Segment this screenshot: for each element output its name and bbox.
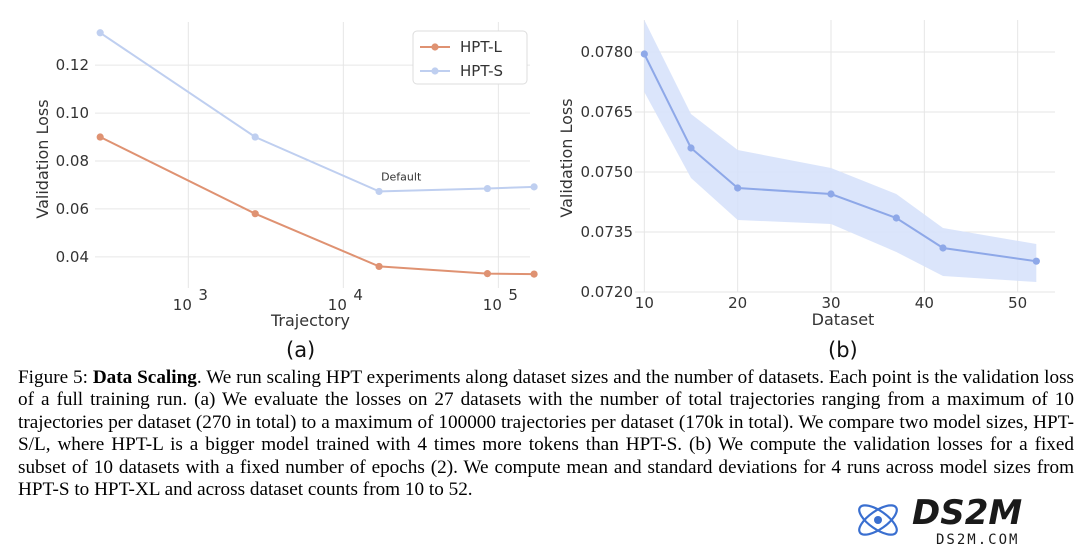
caption-text: . We run scaling HPT experiments along d… (18, 367, 1074, 501)
panel-label-a: (a) (286, 338, 316, 362)
x-tick-label: 20 (728, 294, 747, 312)
caption-label: Figure 5: (18, 367, 88, 388)
panel-label-b: (b) (828, 338, 858, 362)
x-axis-label: Dataset (812, 310, 875, 329)
legend: HPT-L HPT-S (412, 30, 528, 85)
x-tick-label: 30 (821, 294, 840, 312)
y-tick-label: 0.04 (56, 248, 89, 266)
data-point (251, 210, 259, 218)
x-tick-exponent: 4 (353, 286, 363, 304)
data-point (734, 184, 742, 192)
x-tick-exponent: 5 (508, 286, 518, 304)
watermark-logo: DS2M DS2M.COM (858, 493, 1022, 548)
data-point (483, 184, 492, 193)
legend-marker (431, 43, 439, 51)
y-axis-label: Validation Loss (33, 99, 52, 218)
x-tick-label: 10 (635, 294, 654, 312)
x-tick-label: 10 (328, 296, 347, 314)
data-point (483, 270, 492, 278)
x-tick-label: 40 (915, 294, 934, 312)
annotation-default: Default (381, 170, 422, 183)
series-line-hpt-l (99, 136, 535, 276)
y-tick-label: 0.10 (56, 104, 89, 122)
legend-entry: HPT-L (460, 38, 503, 56)
watermark-text: DS2M (912, 493, 1022, 533)
y-tick-label: 0.06 (56, 200, 89, 218)
data-point (640, 50, 648, 58)
data-point (375, 262, 383, 271)
legend-entry: HPT-S (460, 62, 503, 80)
data-point (687, 144, 695, 152)
y-tick-label: 0.08 (56, 152, 89, 170)
data-point (939, 244, 947, 252)
chart-b: 10 20 30 40 50 0.0720 0.0735 0.0750 0.0765 0.0780… (557, 20, 1055, 329)
std-band (644, 20, 1037, 282)
y-tick-label: 0.12 (56, 56, 89, 74)
x-tick-exponent: 3 (198, 286, 208, 304)
data-point (375, 187, 383, 196)
data-point (530, 270, 538, 278)
figure: 10 3 10 4 10 5 0.04 0.06 0.08 0.10 0.12 Default Traj… (33, 20, 1055, 330)
data-point (827, 190, 835, 198)
data-point (892, 214, 900, 222)
y-tick-label: 0.0750 (581, 163, 634, 181)
caption-title: Data Scaling (92, 367, 197, 388)
data-point (96, 29, 104, 37)
x-tick-label: 10 (483, 296, 502, 314)
y-tick-label: 0.0765 (581, 103, 634, 121)
atom-icon (858, 504, 898, 536)
data-point (96, 133, 104, 141)
y-tick-label: 0.0735 (581, 223, 634, 241)
series-line (643, 53, 1037, 263)
x-axis-label: Trajectory (270, 311, 350, 330)
figure-caption: Figure 5: Data Scaling. We run scaling H… (18, 367, 1074, 501)
data-point (251, 133, 259, 141)
y-tick-label: 0.0780 (581, 43, 634, 61)
watermark-sub: DS2M.COM (936, 532, 1019, 548)
data-point (530, 183, 538, 191)
x-tick-label: 50 (1008, 294, 1027, 312)
x-tick-label: 10 (173, 296, 192, 314)
legend-marker (431, 67, 439, 75)
data-point (1032, 257, 1040, 265)
y-axis-label: Validation Loss (557, 98, 576, 217)
y-tick-label: 0.0720 (581, 283, 634, 301)
chart-a: 10 3 10 4 10 5 0.04 0.06 0.08 0.10 0.12 Default Traj… (33, 22, 538, 330)
